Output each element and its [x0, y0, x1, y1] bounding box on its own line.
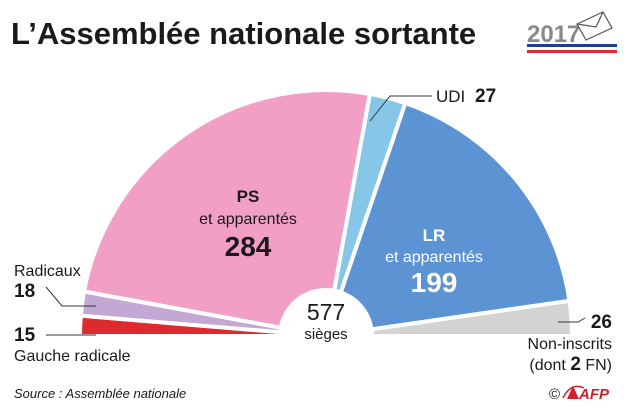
gauche-radicale-name: Gauche radicale [14, 348, 131, 365]
radicaux-leader-line [45, 286, 96, 307]
radicaux-value: 18 [14, 281, 35, 302]
page-title: L’Assemblée nationale sortante [11, 16, 476, 51]
gauche-radicale-value: 15 [14, 325, 36, 346]
flag-stripe-white [527, 47, 617, 50]
afp-credit: © AFP [549, 385, 610, 403]
lr-name: LR [423, 226, 446, 245]
lr-sub: et apparentés [385, 249, 483, 266]
udi-value: 27 [475, 86, 496, 107]
non-inscrits-leader-line [558, 317, 586, 323]
flag-stripe-blue [527, 44, 617, 47]
non-inscrits-name: Non-inscrits [528, 336, 612, 353]
envelope-icon [576, 11, 613, 41]
center-seat-total: 577 [307, 299, 345, 325]
udi-leader-line [369, 95, 432, 122]
radicaux-name: Radicaux [14, 263, 81, 280]
non-inscrits-sub: (dont 2 FN) [529, 354, 612, 375]
slice-ps [82, 88, 372, 330]
ps-name: PS [237, 187, 260, 206]
logo-year: 2017 [527, 21, 580, 48]
center-seat-unit: sièges [304, 326, 347, 343]
lr-value: 199 [411, 267, 458, 298]
source-note: Source : Assemblée nationale [14, 386, 186, 401]
slice-lr [338, 101, 572, 332]
slice-non_inscrits [369, 298, 574, 338]
afp-logo-text: AFP [578, 386, 610, 403]
flag-stripe-red [527, 50, 617, 53]
hemicycle-slices [77, 88, 574, 338]
udi-name: UDI [436, 87, 465, 106]
non-inscrits-value: 26 [591, 312, 612, 333]
election-2017-logo: 2017 [527, 11, 617, 53]
ps-value: 284 [225, 231, 272, 262]
copyright-symbol: © [549, 386, 560, 403]
ps-sub: et apparentés [199, 211, 297, 228]
afp-logo-icon [562, 385, 585, 399]
